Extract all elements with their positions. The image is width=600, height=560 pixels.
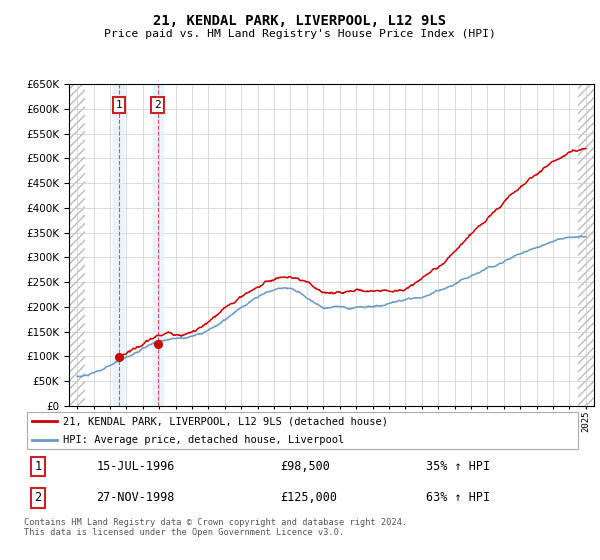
- Text: 1: 1: [115, 100, 122, 110]
- Text: 63% ↑ HPI: 63% ↑ HPI: [426, 491, 490, 504]
- Text: 21, KENDAL PARK, LIVERPOOL, L12 9LS (detached house): 21, KENDAL PARK, LIVERPOOL, L12 9LS (det…: [63, 417, 388, 426]
- Text: 21, KENDAL PARK, LIVERPOOL, L12 9LS: 21, KENDAL PARK, LIVERPOOL, L12 9LS: [154, 14, 446, 28]
- Bar: [154, 84, 163, 406]
- Bar: [578, 84, 594, 406]
- Text: 2: 2: [34, 491, 41, 504]
- Bar: [113, 84, 124, 406]
- Text: 1: 1: [34, 460, 41, 473]
- Bar: [69, 84, 85, 406]
- Text: Price paid vs. HM Land Registry's House Price Index (HPI): Price paid vs. HM Land Registry's House …: [104, 29, 496, 39]
- Text: 35% ↑ HPI: 35% ↑ HPI: [426, 460, 490, 473]
- Text: 15-JUL-1996: 15-JUL-1996: [97, 460, 175, 473]
- FancyBboxPatch shape: [27, 412, 578, 449]
- Text: £98,500: £98,500: [281, 460, 331, 473]
- Text: 2: 2: [154, 100, 161, 110]
- Text: HPI: Average price, detached house, Liverpool: HPI: Average price, detached house, Live…: [63, 435, 344, 445]
- Text: £125,000: £125,000: [281, 491, 338, 504]
- Text: 27-NOV-1998: 27-NOV-1998: [97, 491, 175, 504]
- Text: Contains HM Land Registry data © Crown copyright and database right 2024.
This d: Contains HM Land Registry data © Crown c…: [24, 518, 407, 538]
